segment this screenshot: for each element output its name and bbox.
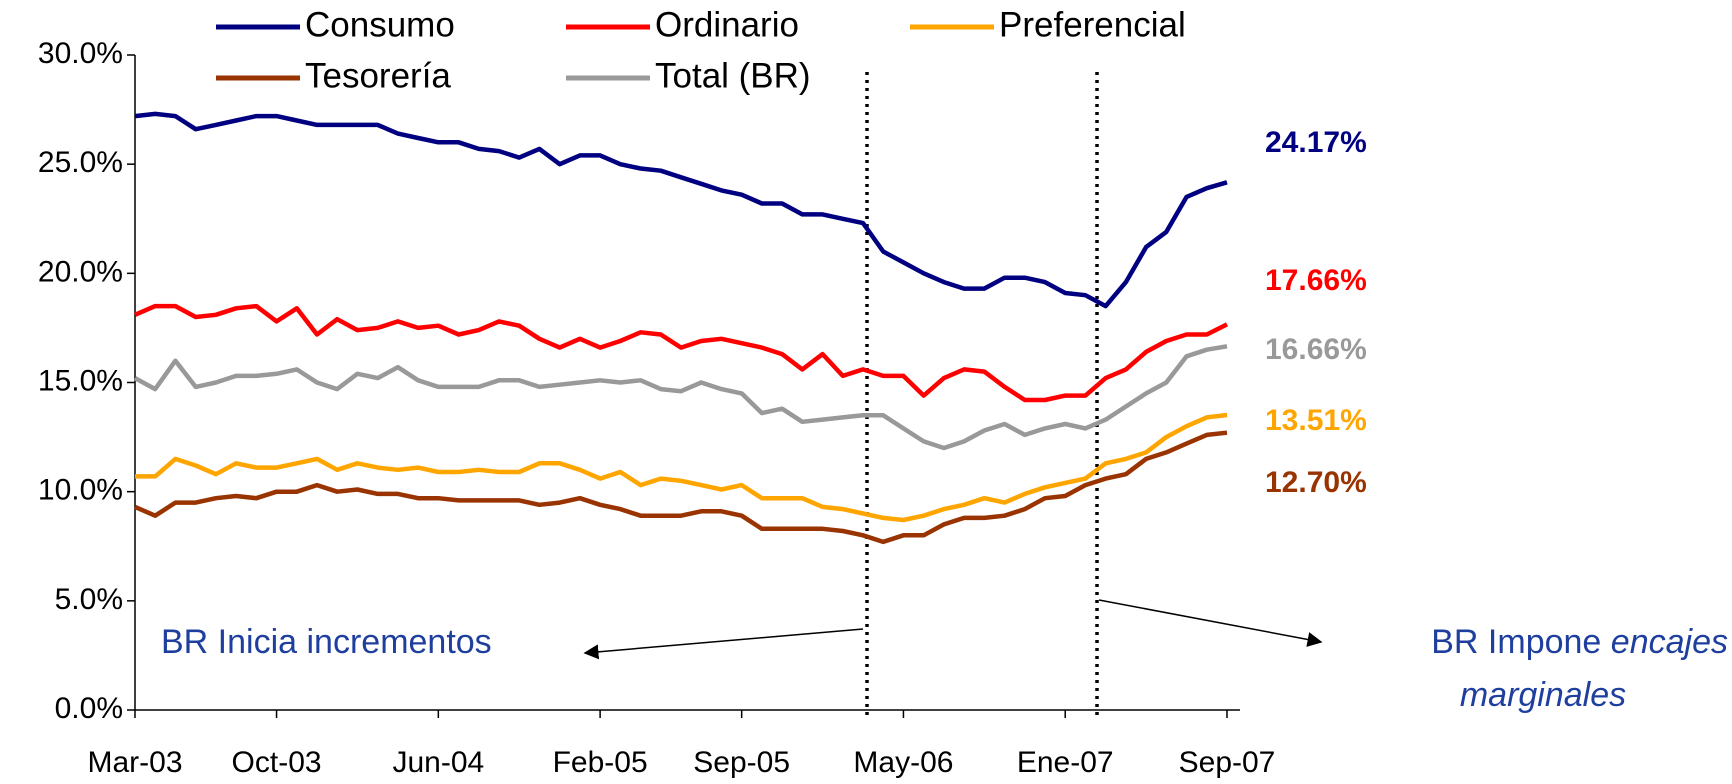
y-tick-label: 20.0%	[38, 255, 123, 288]
x-tick-label: Sep-05	[693, 746, 790, 779]
arrow	[1098, 599, 1323, 647]
y-tick-label: 15.0%	[38, 364, 123, 397]
series-line	[133, 344, 1228, 451]
series-line	[135, 412, 1228, 523]
legend-label: Ordinario	[655, 5, 799, 44]
y-tick-label: 30.0%	[38, 37, 123, 70]
y-tick-label: 25.0%	[38, 146, 123, 179]
annotation: BR Impone encajes	[1431, 623, 1728, 661]
legend-label: Tesorería	[305, 56, 451, 95]
legend-label: Total (BR)	[655, 56, 811, 95]
x-tick-label: May-06	[853, 746, 953, 779]
annotation-text: encajes	[1611, 623, 1728, 661]
annotation: BR Inicia incrementos	[161, 623, 492, 661]
x-tick-label: Mar-03	[87, 746, 182, 779]
y-tick-label: 5.0%	[55, 583, 123, 616]
x-tick-label: Sep-07	[1179, 746, 1276, 779]
series-line	[134, 430, 1228, 545]
x-tick-label: Ene-07	[1017, 746, 1114, 779]
value-label: 13.51%	[1265, 404, 1367, 437]
value-label: 12.70%	[1265, 466, 1367, 499]
x-tick-label: Jun-04	[392, 746, 484, 779]
y-tick-label: 10.0%	[38, 474, 123, 507]
legend-label: Consumo	[305, 5, 455, 44]
x-tick-label: Oct-03	[232, 746, 322, 779]
y-tick-label: 0.0%	[55, 692, 123, 725]
arrow	[583, 628, 864, 660]
annotation-text: BR Impone	[1431, 623, 1601, 661]
series-line	[134, 111, 1228, 309]
annotation: marginales	[1460, 676, 1626, 714]
x-tick-label: Feb-05	[553, 746, 648, 779]
legend-label: Preferencial	[999, 5, 1186, 44]
value-label: 24.17%	[1265, 126, 1367, 159]
value-label: 16.66%	[1265, 333, 1367, 366]
series-line	[134, 303, 1229, 403]
value-label: 17.66%	[1265, 264, 1367, 297]
